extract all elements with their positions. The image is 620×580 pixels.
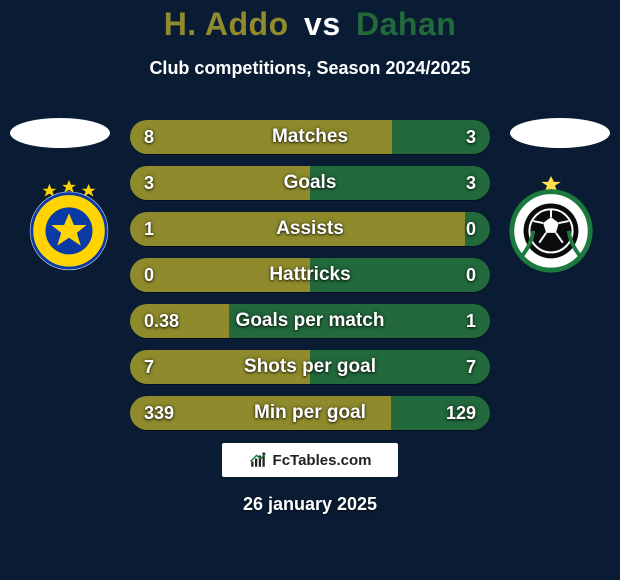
player2-photo-placeholder: [510, 118, 610, 148]
brand-box: FcTables.com: [222, 443, 398, 477]
stat-label: Hattricks: [130, 258, 490, 292]
stat-label: Goals: [130, 166, 490, 200]
player1-name: H. Addo: [164, 6, 289, 42]
date-label: 26 january 2025: [0, 494, 620, 515]
stat-label: Goals per match: [130, 304, 490, 338]
stat-row: 77Shots per goal: [130, 350, 490, 384]
stat-row: 339129Min per goal: [130, 396, 490, 430]
page-title: H. Addo vs Dahan: [0, 6, 620, 43]
stat-row: 0.381Goals per match: [130, 304, 490, 338]
stat-label: Min per goal: [130, 396, 490, 430]
stat-label: Shots per goal: [130, 350, 490, 384]
page: H. Addo vs Dahan Club competitions, Seas…: [0, 0, 620, 580]
brand-label: FcTables.com: [273, 452, 372, 469]
stat-row: 10Assists: [130, 212, 490, 246]
maccabi-tel-aviv-icon: [20, 176, 118, 274]
stat-label: Matches: [130, 120, 490, 154]
stat-row: 33Goals: [130, 166, 490, 200]
player2-club-badge: [502, 176, 600, 274]
stat-row: 83Matches: [130, 120, 490, 154]
stat-label: Assists: [130, 212, 490, 246]
subtitle: Club competitions, Season 2024/2025: [0, 58, 620, 79]
chart-icon: [249, 451, 267, 469]
vs-label: vs: [304, 6, 341, 42]
player2-name: Dahan: [356, 6, 456, 42]
maccabi-haifa-icon: [502, 176, 600, 274]
stats-container: 83Matches 33Goals 10Assists 00Hattricks 0.38…: [130, 120, 490, 442]
player1-club-badge: [20, 176, 118, 274]
stat-row: 00Hattricks: [130, 258, 490, 292]
player1-photo-placeholder: [10, 118, 110, 148]
